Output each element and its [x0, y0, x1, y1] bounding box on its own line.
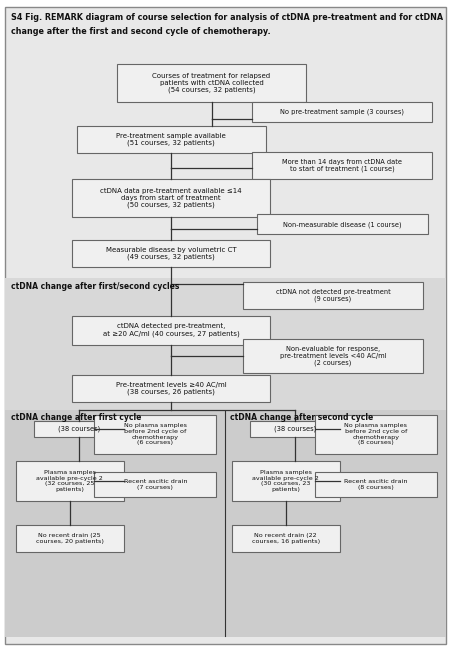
Text: No plasma samples
before 2nd cycle of
chemotherapy
(8 courses): No plasma samples before 2nd cycle of ch… — [344, 423, 407, 445]
FancyBboxPatch shape — [232, 461, 340, 501]
FancyBboxPatch shape — [243, 339, 423, 373]
FancyBboxPatch shape — [117, 64, 306, 102]
FancyBboxPatch shape — [256, 214, 428, 234]
FancyBboxPatch shape — [72, 240, 270, 267]
Text: ctDNA detected pre-treatment,
at ≥20 AC/ml (40 courses, 27 patients): ctDNA detected pre-treatment, at ≥20 AC/… — [103, 324, 239, 337]
Text: (38 courses): (38 courses) — [58, 426, 100, 432]
FancyBboxPatch shape — [250, 421, 340, 437]
Text: No plasma samples
before 2nd cycle of
chemotherapy
(6 courses): No plasma samples before 2nd cycle of ch… — [124, 423, 187, 445]
Text: No pre-treatment sample (3 courses): No pre-treatment sample (3 courses) — [280, 109, 404, 115]
FancyBboxPatch shape — [232, 525, 340, 552]
Text: Non-measurable disease (1 course): Non-measurable disease (1 course) — [283, 221, 401, 228]
Text: No recent drain (22
courses, 16 patients): No recent drain (22 courses, 16 patients… — [252, 533, 320, 543]
Text: Plasma samples
available pre-cycle 2
(32 courses, 25
patients): Plasma samples available pre-cycle 2 (32… — [36, 470, 103, 492]
FancyBboxPatch shape — [34, 421, 124, 437]
FancyBboxPatch shape — [16, 461, 124, 501]
FancyBboxPatch shape — [315, 415, 436, 454]
FancyBboxPatch shape — [72, 375, 270, 402]
Text: change after the first and second cycle of chemotherapy.: change after the first and second cycle … — [11, 27, 271, 36]
Text: Courses of treatment for relapsed
patients with ctDNA collected
(54 courses, 32 : Courses of treatment for relapsed patien… — [153, 73, 270, 94]
Text: ctDNA data pre-treatment available ≤14
days from start of treatment
(50 courses,: ctDNA data pre-treatment available ≤14 d… — [100, 188, 242, 209]
Text: More than 14 days from ctDNA date
to start of treatment (1 course): More than 14 days from ctDNA date to sta… — [282, 159, 402, 172]
Text: Recent ascitic drain
(7 courses): Recent ascitic drain (7 courses) — [123, 479, 187, 489]
Text: S4 Fig. REMARK diagram of course selection for analysis of ctDNA pre-treatment a: S4 Fig. REMARK diagram of course selecti… — [11, 13, 443, 22]
Text: Recent ascitic drain
(8 courses): Recent ascitic drain (8 courses) — [344, 479, 408, 489]
FancyBboxPatch shape — [16, 525, 124, 552]
Text: Pre-treatment levels ≥40 AC/ml
(38 courses, 26 patients): Pre-treatment levels ≥40 AC/ml (38 cours… — [116, 382, 226, 395]
FancyBboxPatch shape — [315, 472, 436, 497]
Text: Pre-treatment sample available
(51 courses, 32 patients): Pre-treatment sample available (51 cours… — [116, 133, 226, 146]
FancyBboxPatch shape — [252, 152, 432, 179]
Text: ctDNA not detected pre-treatment
(9 courses): ctDNA not detected pre-treatment (9 cour… — [275, 289, 391, 302]
FancyBboxPatch shape — [94, 472, 216, 497]
Text: (38 courses): (38 courses) — [274, 426, 316, 432]
Text: Measurable disease by volumetric CT
(49 courses, 32 patients): Measurable disease by volumetric CT (49 … — [106, 247, 236, 260]
FancyBboxPatch shape — [76, 126, 266, 153]
FancyBboxPatch shape — [252, 102, 432, 122]
Text: ctDNA change after second cycle: ctDNA change after second cycle — [230, 413, 373, 423]
Text: Plasma samples
available pre-cycle 2
(30 courses, 23
patients): Plasma samples available pre-cycle 2 (30… — [252, 470, 319, 492]
FancyBboxPatch shape — [94, 415, 216, 454]
Text: ctDNA change after first cycle: ctDNA change after first cycle — [11, 413, 142, 423]
Text: ctDNA change after first/second cycles: ctDNA change after first/second cycles — [11, 282, 180, 291]
Text: Non-evaluable for response,
pre-treatment levels <40 AC/ml
(2 courses): Non-evaluable for response, pre-treatmen… — [280, 346, 386, 367]
Text: No recent drain (25
courses, 20 patients): No recent drain (25 courses, 20 patients… — [36, 533, 104, 543]
FancyBboxPatch shape — [4, 6, 446, 644]
FancyBboxPatch shape — [4, 278, 446, 410]
FancyBboxPatch shape — [72, 316, 270, 344]
FancyBboxPatch shape — [72, 179, 270, 217]
FancyBboxPatch shape — [243, 282, 423, 309]
FancyBboxPatch shape — [4, 410, 446, 637]
